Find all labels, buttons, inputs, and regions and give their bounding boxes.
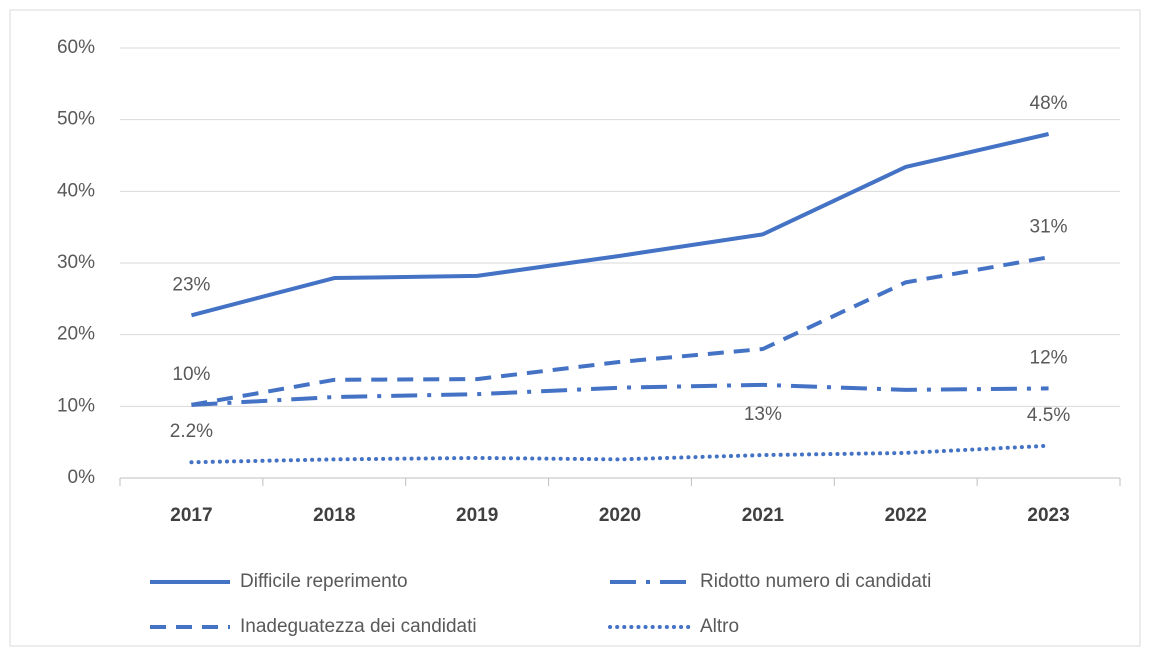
legend-label: Ridotto numero di candidati (700, 571, 931, 592)
x-tick-label: 2018 (313, 505, 355, 526)
y-tick-label: 50% (57, 109, 95, 130)
y-tick-label: 30% (57, 252, 95, 273)
data-label: 10% (172, 364, 210, 385)
series-line (191, 255, 1049, 407)
series-line (189, 443, 1051, 465)
data-label: 13% (744, 404, 782, 425)
x-tick-label: 2021 (742, 505, 785, 526)
y-tick-label: 10% (57, 395, 95, 416)
legend-label: Inadeguatezza dei candidati (240, 616, 477, 637)
data-label: 23% (172, 274, 210, 295)
x-tick-label: 2023 (1027, 505, 1069, 526)
legend-label: Difficile reperimento (240, 571, 408, 592)
data-label: 12% (1030, 347, 1068, 368)
y-tick-label: 0% (68, 467, 96, 488)
data-label: 31% (1030, 216, 1068, 237)
x-tick-label: 2020 (599, 505, 641, 526)
data-label: 4.5% (1027, 405, 1070, 426)
y-tick-label: 20% (57, 324, 95, 345)
series-line (191, 382, 1049, 407)
y-tick-label: 40% (57, 180, 95, 201)
x-tick-label: 2022 (885, 505, 927, 526)
chart-border (9, 9, 1141, 647)
x-tick-label: 2019 (456, 505, 498, 526)
legend-label: Altro (700, 616, 739, 637)
data-label: 2.2% (170, 421, 213, 442)
x-tick-label: 2017 (170, 505, 212, 526)
data-label: 48% (1030, 93, 1068, 114)
series-line (190, 132, 1050, 318)
y-tick-label: 60% (57, 37, 95, 58)
